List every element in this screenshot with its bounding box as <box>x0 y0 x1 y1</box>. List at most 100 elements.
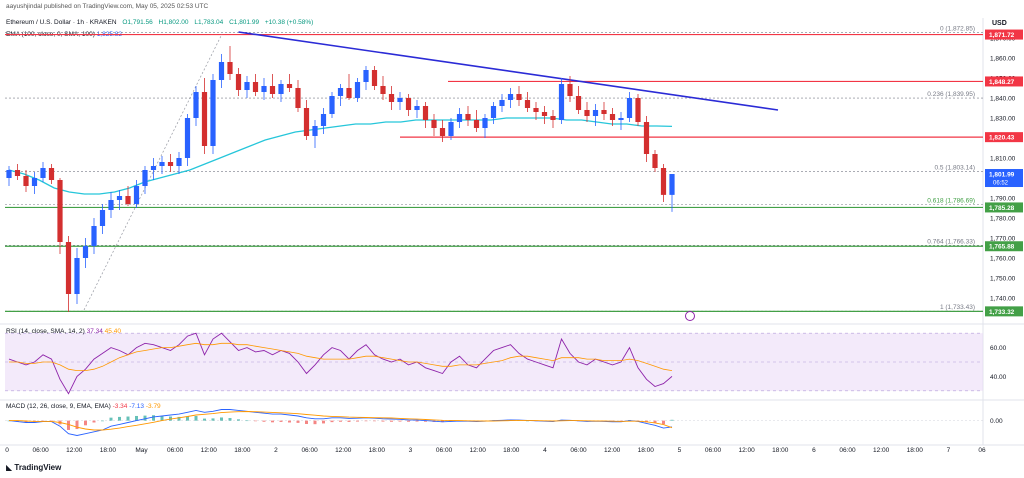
candle <box>14 164 21 180</box>
rsi-legend[interactable]: RSI (14, close, SMA, 14, 2) 37.34 45.40 <box>6 328 121 335</box>
level-price-tag-label: 1,733.32 <box>989 309 1015 316</box>
candle-body <box>227 62 233 74</box>
macd-histogram-bar <box>262 420 266 422</box>
macd-histogram-bar <box>194 415 198 421</box>
candle <box>405 94 412 116</box>
candle-body <box>541 112 548 116</box>
candle <box>108 192 114 218</box>
candle <box>388 86 395 110</box>
rsi-ma-value: 45.40 <box>104 328 121 335</box>
candle <box>584 102 590 122</box>
fib-level-label: 0.764 (1,766.33) <box>927 238 975 245</box>
candle <box>167 154 174 172</box>
candle <box>65 236 72 312</box>
candle <box>116 190 123 210</box>
candle-body <box>82 246 89 258</box>
macd-histogram-bar <box>169 416 172 421</box>
macd-histogram-bar <box>220 417 223 421</box>
candle-body <box>643 122 650 154</box>
candle <box>312 120 318 148</box>
candle <box>414 100 420 118</box>
candle-body <box>312 126 318 136</box>
trend-line <box>238 31 779 111</box>
low-value: L1,783.04 <box>194 19 224 26</box>
rsi-tick-label: 60.00 <box>990 345 1007 352</box>
level-price-tag-bg <box>985 76 1023 87</box>
macd-title: MACD (12, 26, close, 9, EMA, EMA) <box>6 403 111 410</box>
level-price-tag-label: 1,785.28 <box>989 205 1015 212</box>
macd-histogram-bar <box>288 420 291 423</box>
candle-body <box>6 170 12 178</box>
candle <box>550 110 556 128</box>
macd-histogram-bar <box>381 420 385 422</box>
candle-body <box>201 92 208 146</box>
candle-body <box>550 116 556 120</box>
level-price-tag: 1,820.43 <box>985 132 1023 143</box>
candle <box>482 114 488 138</box>
macd-histogram-bar <box>356 420 359 422</box>
time-tick-label: 3 <box>409 447 413 454</box>
macd-histogram-bar <box>305 420 308 424</box>
macd-signal-value: -3.79 <box>145 403 161 410</box>
candle-body <box>286 84 293 88</box>
candle <box>533 102 539 120</box>
level-price-tag-label: 1,848.27 <box>989 79 1015 86</box>
candle-body <box>354 82 361 98</box>
candle-body <box>133 186 140 204</box>
candle <box>99 204 106 234</box>
time-tick-label: 06:00 <box>167 447 184 454</box>
macd-histogram-bar <box>279 420 283 422</box>
candle-body <box>380 86 386 94</box>
candle-body <box>252 82 259 92</box>
symbol-name[interactable]: Ethereum / U.S. Dollar · 1h · KRAKEN <box>6 19 117 26</box>
candle-body <box>388 94 395 102</box>
candle-body <box>473 120 480 128</box>
time-tick-label: 12:00 <box>739 447 756 454</box>
candle <box>465 106 471 126</box>
macd-histogram-bar <box>84 420 87 426</box>
macd-histogram-bar <box>237 419 240 421</box>
candle-body <box>48 168 55 180</box>
candle-body <box>329 96 335 114</box>
candle <box>592 104 599 126</box>
candle <box>507 88 514 108</box>
candle-body <box>558 84 565 120</box>
fib-level-label: 0.618 (1,786.69) <box>927 198 975 205</box>
candle-body <box>363 70 369 82</box>
candle-body <box>57 180 63 242</box>
candle-body <box>31 178 38 186</box>
time-tick-label: 18:00 <box>772 447 789 454</box>
macd-histogram-bar <box>390 420 393 422</box>
time-tick-label: May <box>135 447 148 454</box>
candle-body <box>244 82 250 90</box>
candle <box>269 74 276 98</box>
candle-body <box>609 114 616 120</box>
candle-body <box>499 100 505 106</box>
tradingview-logo[interactable]: ◣ TradingView <box>6 463 62 472</box>
current-price-label: 1,801.99 <box>989 172 1015 179</box>
candle-body <box>150 166 157 170</box>
macd-legend[interactable]: MACD (12, 26, close, 9, EMA, EMA) -3.34 … <box>6 403 161 410</box>
macd-histogram-bar <box>143 415 147 421</box>
macd-histogram-bar <box>398 420 402 422</box>
macd-histogram-bar <box>118 416 121 421</box>
macd-histogram-bar <box>101 420 104 422</box>
candle <box>652 150 658 172</box>
candle-body <box>159 162 165 166</box>
candle-body <box>592 110 599 116</box>
time-tick-label: 6 <box>812 447 816 454</box>
macd-histogram-bar <box>407 420 410 422</box>
high-value: H1,802.00 <box>158 19 189 26</box>
time-tick-label: 12:00 <box>66 447 83 454</box>
candle-body <box>660 168 667 195</box>
price-tick-label: 1,770.00 <box>990 236 1016 243</box>
macd-histogram-bar <box>424 420 427 422</box>
candle <box>218 54 225 88</box>
time-tick-label: 18:00 <box>907 447 924 454</box>
candle-body <box>99 210 106 226</box>
candle <box>142 166 148 194</box>
candle <box>235 68 242 96</box>
tradingview-icon: ◣ <box>6 463 15 472</box>
candle <box>252 74 259 96</box>
